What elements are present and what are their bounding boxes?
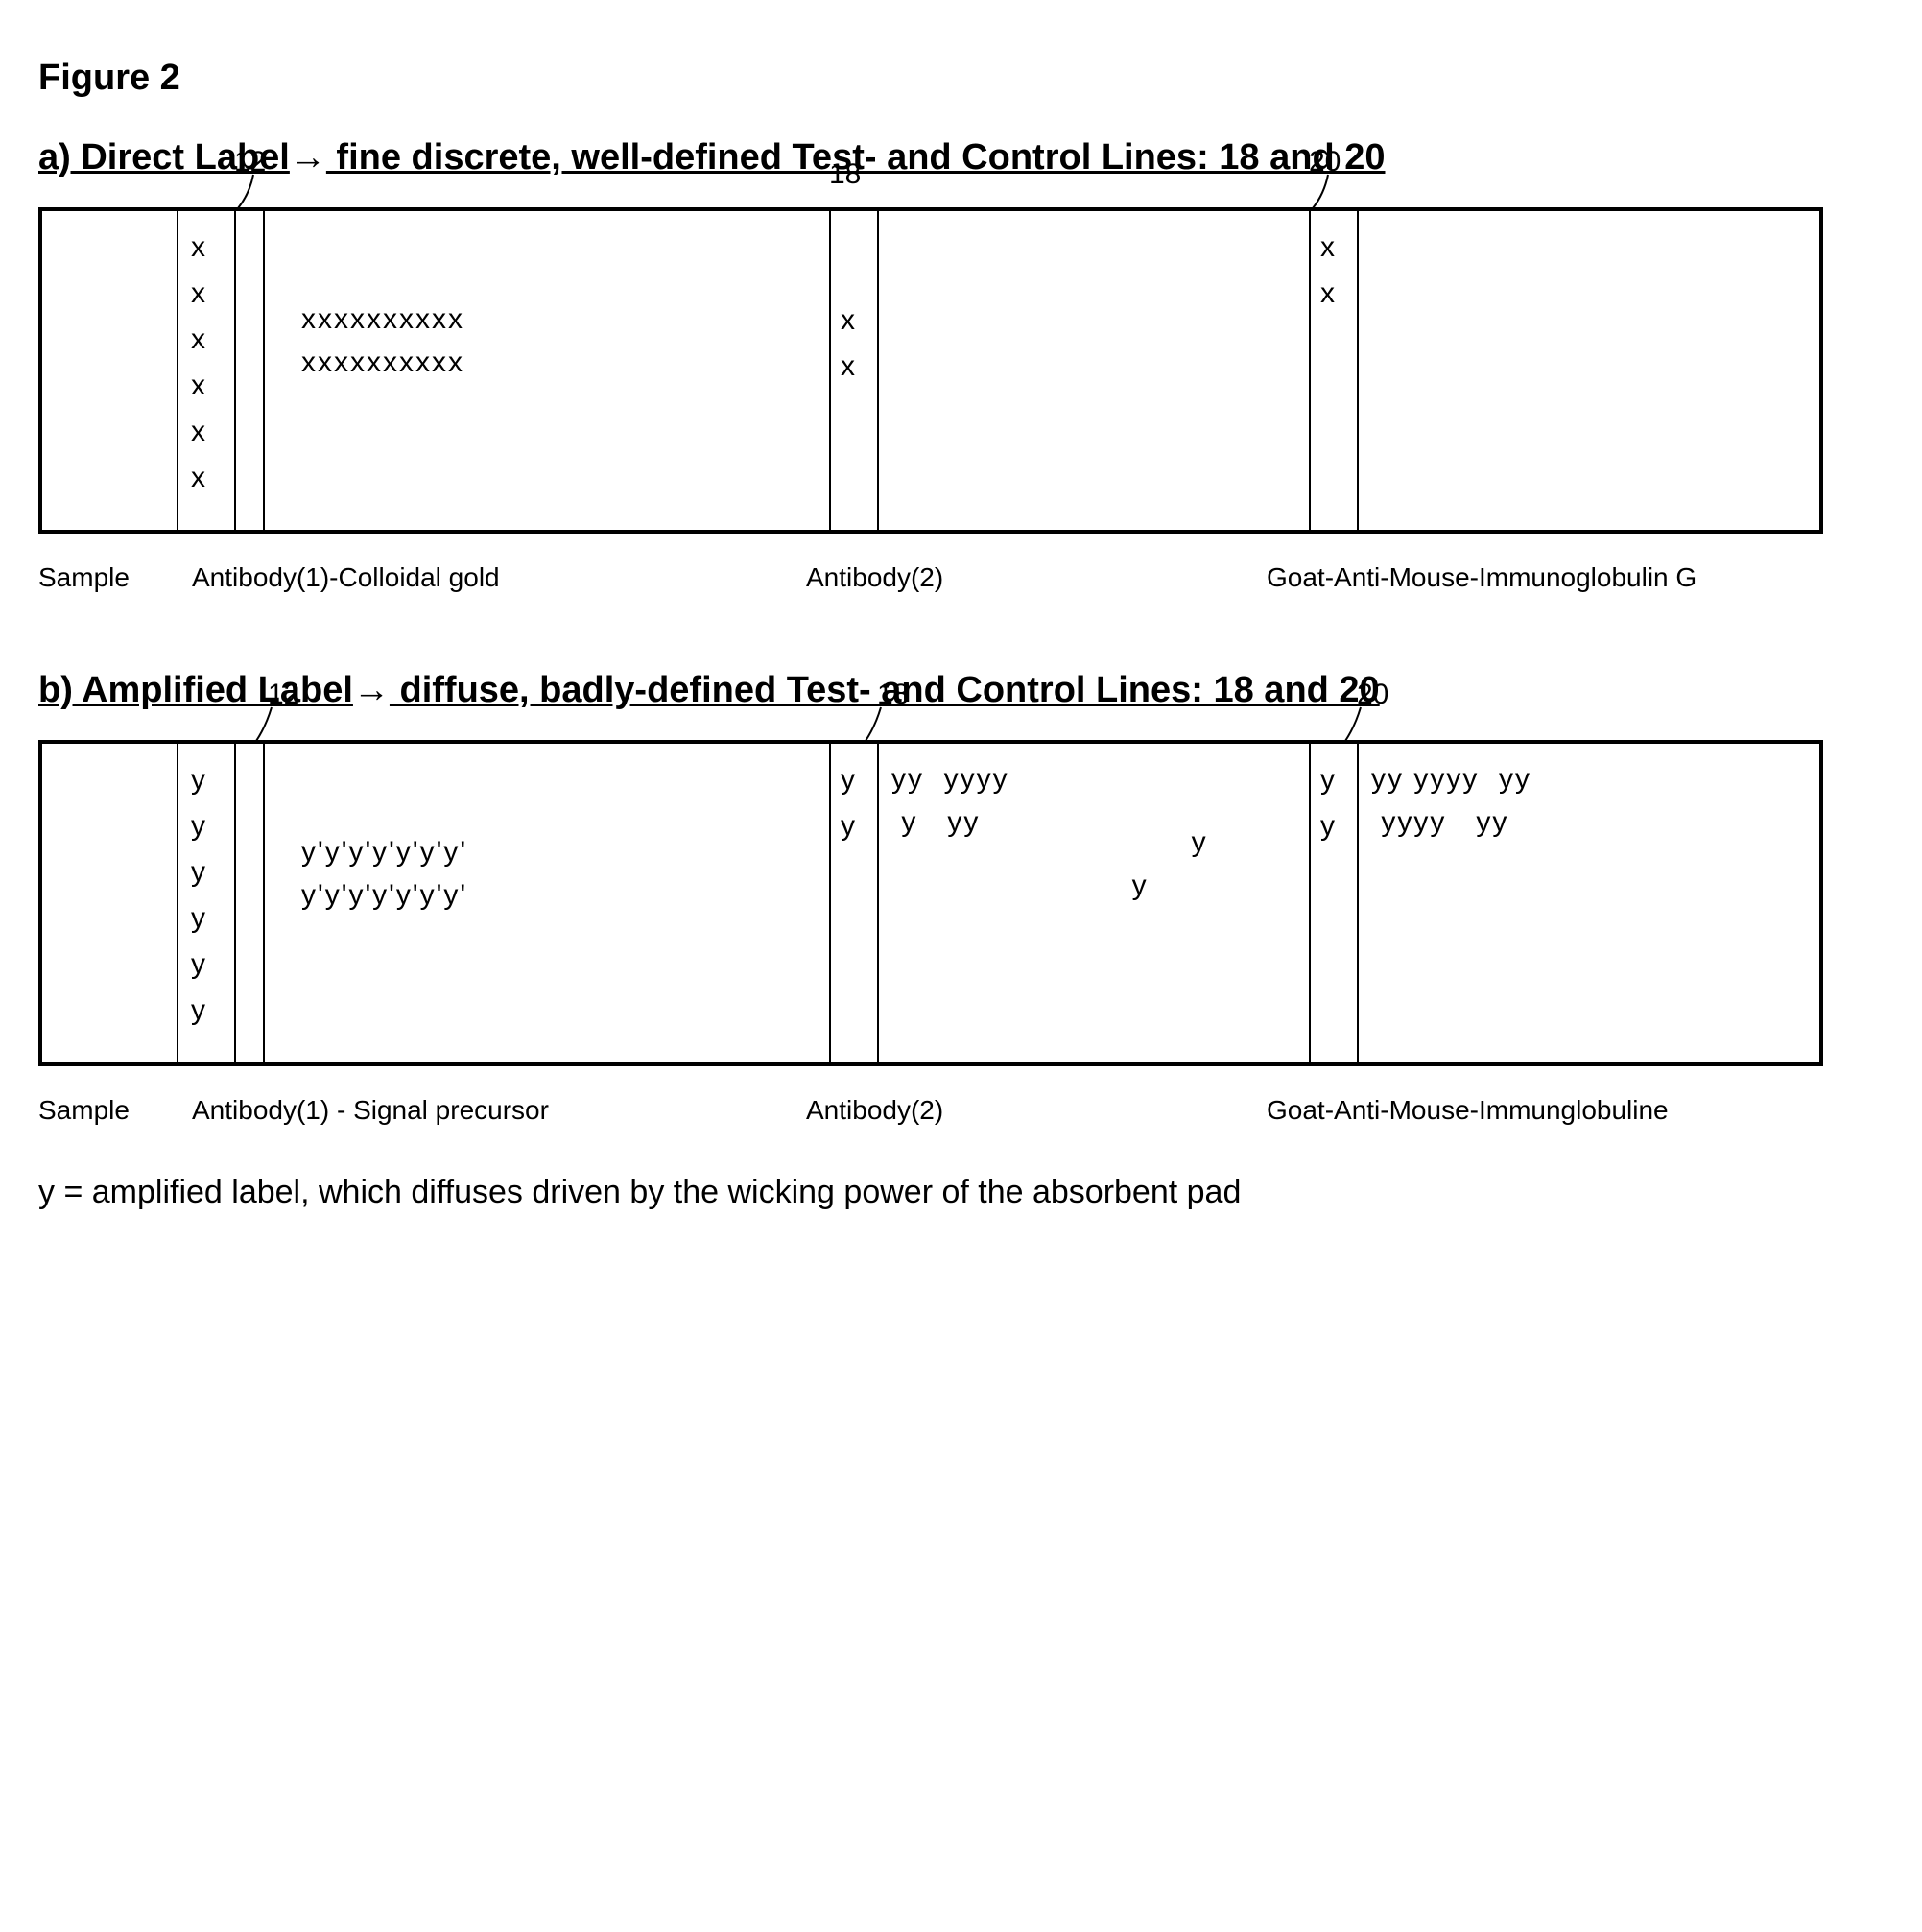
label-ab2: Antibody(2) <box>806 1095 1267 1126</box>
arrow-icon: → <box>353 670 390 711</box>
vline <box>177 211 178 530</box>
y-char: y <box>191 803 207 849</box>
y-row: y yy <box>891 806 980 838</box>
y-row: y'y'y'y'y'y'y' <box>301 879 467 911</box>
x-char: x <box>191 317 207 363</box>
label-ctrl: Goat-Anti-Mouse-Immunoglobulin G <box>1267 562 1697 593</box>
labels-a: Sample Antibody(1)-Colloidal gold Antibo… <box>38 562 1884 593</box>
line20-col-b: y y <box>1320 757 1337 849</box>
line20-diffuse: yy yyyy yy yyyy yy <box>1371 757 1531 844</box>
vline <box>1357 211 1359 530</box>
y-char: y <box>191 849 207 895</box>
callout-20: 20 <box>1309 146 1341 179</box>
x-char: x <box>191 409 207 455</box>
vline <box>829 211 831 530</box>
callout-12: 12 <box>234 146 266 179</box>
y-row: y <box>1112 826 1208 858</box>
y-char: y <box>191 757 207 803</box>
y-char: y <box>191 942 207 988</box>
strip-b: 12 18 20 y y y y y y y'y'y'y'y'y'y' y'y'… <box>38 740 1823 1066</box>
vline <box>263 744 265 1062</box>
y-row: yy yyyy yy <box>1371 763 1531 795</box>
vline <box>1309 744 1311 1062</box>
x-char: x <box>841 344 857 390</box>
vline <box>1357 744 1359 1062</box>
x-char: x <box>191 455 207 501</box>
label-ab2: Antibody(2) <box>806 562 1267 593</box>
x-row: xxxxxxxxxx <box>301 303 464 335</box>
y-char: y <box>1320 757 1337 803</box>
line18-diffuse: yy yyyy y yy <box>891 757 1009 844</box>
callout-12: 12 <box>268 679 299 711</box>
callout-20-label: 20 <box>1357 679 1388 710</box>
section-b-prefix: b) Amplified Label <box>38 670 353 710</box>
label-ab1: Antibody(1) - Signal precursor <box>192 1095 806 1126</box>
x-char: x <box>191 363 207 409</box>
label-sample: Sample <box>38 1095 192 1126</box>
callout-18-label: 18 <box>877 679 909 710</box>
label-ctrl: Goat-Anti-Mouse-Immunglobuline <box>1267 1095 1669 1126</box>
conj-block-a: xxxxxxxxxx xxxxxxxxxx <box>301 298 464 384</box>
callout-18: 18 <box>877 679 909 711</box>
section-b-title: b) Amplified Label→ diffuse, badly-defin… <box>38 670 1884 711</box>
vline <box>877 211 879 530</box>
x-char: x <box>841 298 857 344</box>
x-char: x <box>191 225 207 271</box>
labels-b: Sample Antibody(1) - Signal precursor An… <box>38 1095 1884 1126</box>
y-char: y <box>191 988 207 1034</box>
vline <box>1309 211 1311 530</box>
arrow-icon: → <box>290 137 326 179</box>
vline <box>234 744 236 1062</box>
callout-20-label: 20 <box>1309 146 1341 178</box>
x-row: xxxxxxxxxx <box>301 346 464 378</box>
x-char: x <box>1320 225 1337 271</box>
callout-18-label: 18 <box>829 158 861 190</box>
y-char: y <box>841 803 857 849</box>
line18-col-a: x x <box>841 298 857 390</box>
callout-12-label: 12 <box>234 146 266 178</box>
x-char: x <box>191 271 207 317</box>
vline <box>234 211 236 530</box>
vline <box>829 744 831 1062</box>
vline <box>877 744 879 1062</box>
y-char: y <box>191 895 207 942</box>
footnote: y = amplified label, which diffuses driv… <box>38 1174 1884 1211</box>
y-row: yy yyyy <box>891 763 1009 795</box>
vline <box>263 211 265 530</box>
label-sample: Sample <box>38 562 192 593</box>
y-row: yyyy yy <box>1371 806 1508 838</box>
line20-col-a: x x <box>1320 225 1337 317</box>
label-ab1: Antibody(1)-Colloidal gold <box>192 562 806 593</box>
sample-col-b: y y y y y y <box>191 757 207 1034</box>
sample-col-a: x x x x x x <box>191 225 207 501</box>
line18-col-b: y y <box>841 757 857 849</box>
x-char: x <box>1320 271 1337 317</box>
callout-12-label: 12 <box>268 679 299 710</box>
y-row: y'y'y'y'y'y'y' <box>301 836 467 868</box>
callout-20: 20 <box>1357 679 1388 711</box>
conj-block-b: y'y'y'y'y'y'y' y'y'y'y'y'y'y' <box>301 830 467 917</box>
vline <box>177 744 178 1062</box>
strip-a: 12 18 20 x x x x x x xxxxxxxxxx xxxxxxxx… <box>38 207 1823 534</box>
figure-title: Figure 2 <box>38 58 1884 99</box>
y-char: y <box>1320 803 1337 849</box>
y-row: y <box>1112 870 1149 901</box>
mid-scatter: y y <box>1112 821 1208 907</box>
y-char: y <box>841 757 857 803</box>
callout-18: 18 <box>829 158 861 191</box>
section-a-title: a) Direct Label→ fine discrete, well-def… <box>38 137 1884 179</box>
